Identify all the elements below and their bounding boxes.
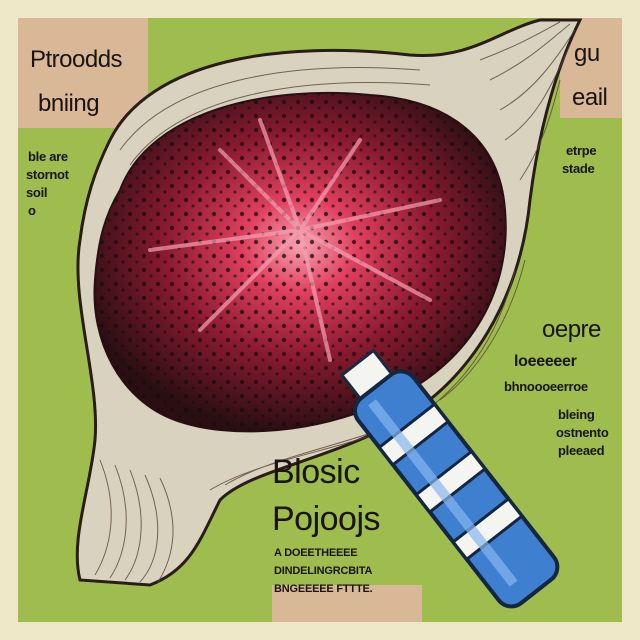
top-left-title: Ptroodds [30, 46, 123, 73]
left-note-line-1: ble are [28, 149, 68, 164]
bottom-line-3: BNGEEEEE FTTTE. [274, 583, 373, 595]
top-left-subtitle: bniing [38, 90, 100, 117]
label-block-bottom [272, 585, 422, 622]
mid-right-small-2: ostnento [556, 425, 609, 440]
bottom-line-2: DINDELINGRCBITA [274, 565, 373, 577]
right-note-line-1: etrpe [566, 143, 597, 158]
center-title-line-1: Blosic [272, 453, 360, 491]
right-note-line-2: stade [562, 161, 595, 176]
bottom-line-1: A DOEETHEEEE [274, 547, 358, 559]
tissue-fibers [94, 21, 576, 583]
syringe-icon [339, 348, 560, 609]
left-note-line-2: stornot [26, 167, 69, 182]
center-title-line-2: Pojoojs [272, 500, 381, 538]
left-note-line-3: soil [26, 185, 48, 200]
label-block-top-left [18, 18, 148, 128]
mid-right-title: oepre [542, 316, 601, 343]
mid-right-line-2: bhnoooeerroe [504, 379, 588, 394]
tissue-texture [94, 92, 506, 432]
left-note-line-4: o [28, 203, 36, 218]
top-right-label-b: eail [572, 84, 608, 111]
tissue-streaks [148, 118, 442, 362]
top-right-label-a: gu [574, 40, 600, 67]
mid-right-small-3: pleeaed [558, 443, 605, 458]
mid-right-small-1: bleing [558, 407, 595, 422]
mid-right-line-1: loeeeeer [514, 353, 577, 370]
